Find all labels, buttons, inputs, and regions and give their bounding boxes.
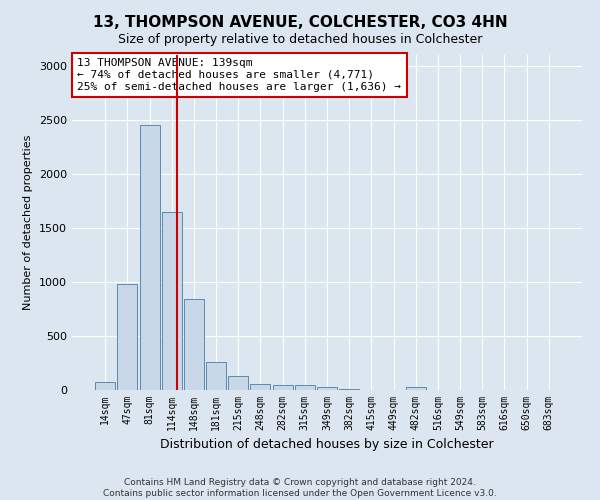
Bar: [162, 212, 182, 390]
X-axis label: Distribution of detached houses by size in Colchester: Distribution of detached houses by size …: [160, 438, 494, 452]
Bar: [184, 299, 204, 390]
Bar: [140, 125, 160, 390]
Bar: [95, 382, 115, 390]
Bar: [250, 384, 271, 390]
Text: Size of property relative to detached houses in Colchester: Size of property relative to detached ho…: [118, 32, 482, 46]
Bar: [295, 385, 315, 390]
Text: 13, THOMPSON AVENUE, COLCHESTER, CO3 4HN: 13, THOMPSON AVENUE, COLCHESTER, CO3 4HN: [92, 15, 508, 30]
Bar: [272, 384, 293, 390]
Y-axis label: Number of detached properties: Number of detached properties: [23, 135, 34, 310]
Bar: [317, 387, 337, 390]
Bar: [206, 362, 226, 390]
Text: Contains HM Land Registry data © Crown copyright and database right 2024.
Contai: Contains HM Land Registry data © Crown c…: [103, 478, 497, 498]
Bar: [118, 284, 137, 390]
Bar: [406, 387, 426, 390]
Text: 13 THOMPSON AVENUE: 139sqm
← 74% of detached houses are smaller (4,771)
25% of s: 13 THOMPSON AVENUE: 139sqm ← 74% of deta…: [77, 58, 401, 92]
Bar: [228, 376, 248, 390]
